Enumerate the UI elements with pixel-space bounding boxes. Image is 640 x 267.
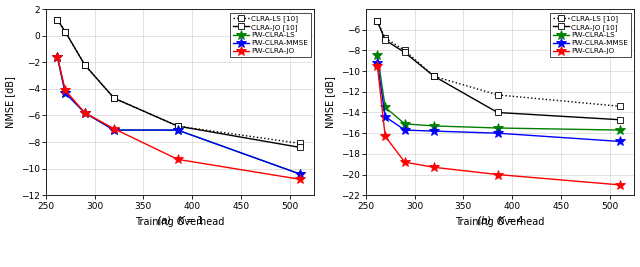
Text: (b)  $K = 4$: (b) $K = 4$	[476, 214, 525, 227]
Y-axis label: NMSE [dB]: NMSE [dB]	[326, 76, 335, 128]
Legend: CLRA-LS [10], CLRA-JO [10], PW-CLRA-LS, PW-CLRA-MMSE, PW-CLRA-JO: CLRA-LS [10], CLRA-JO [10], PW-CLRA-LS, …	[230, 13, 311, 57]
Legend: CLRA-LS [10], CLRA-JO [10], PW-CLRA-LS, PW-CLRA-MMSE, PW-CLRA-JO: CLRA-LS [10], CLRA-JO [10], PW-CLRA-LS, …	[550, 13, 631, 57]
X-axis label: Training Overhead: Training Overhead	[136, 217, 225, 227]
X-axis label: Training Overhead: Training Overhead	[456, 217, 545, 227]
Y-axis label: NMSE [dB]: NMSE [dB]	[6, 76, 15, 128]
Text: (a)  $K = 1$: (a) $K = 1$	[156, 214, 204, 227]
